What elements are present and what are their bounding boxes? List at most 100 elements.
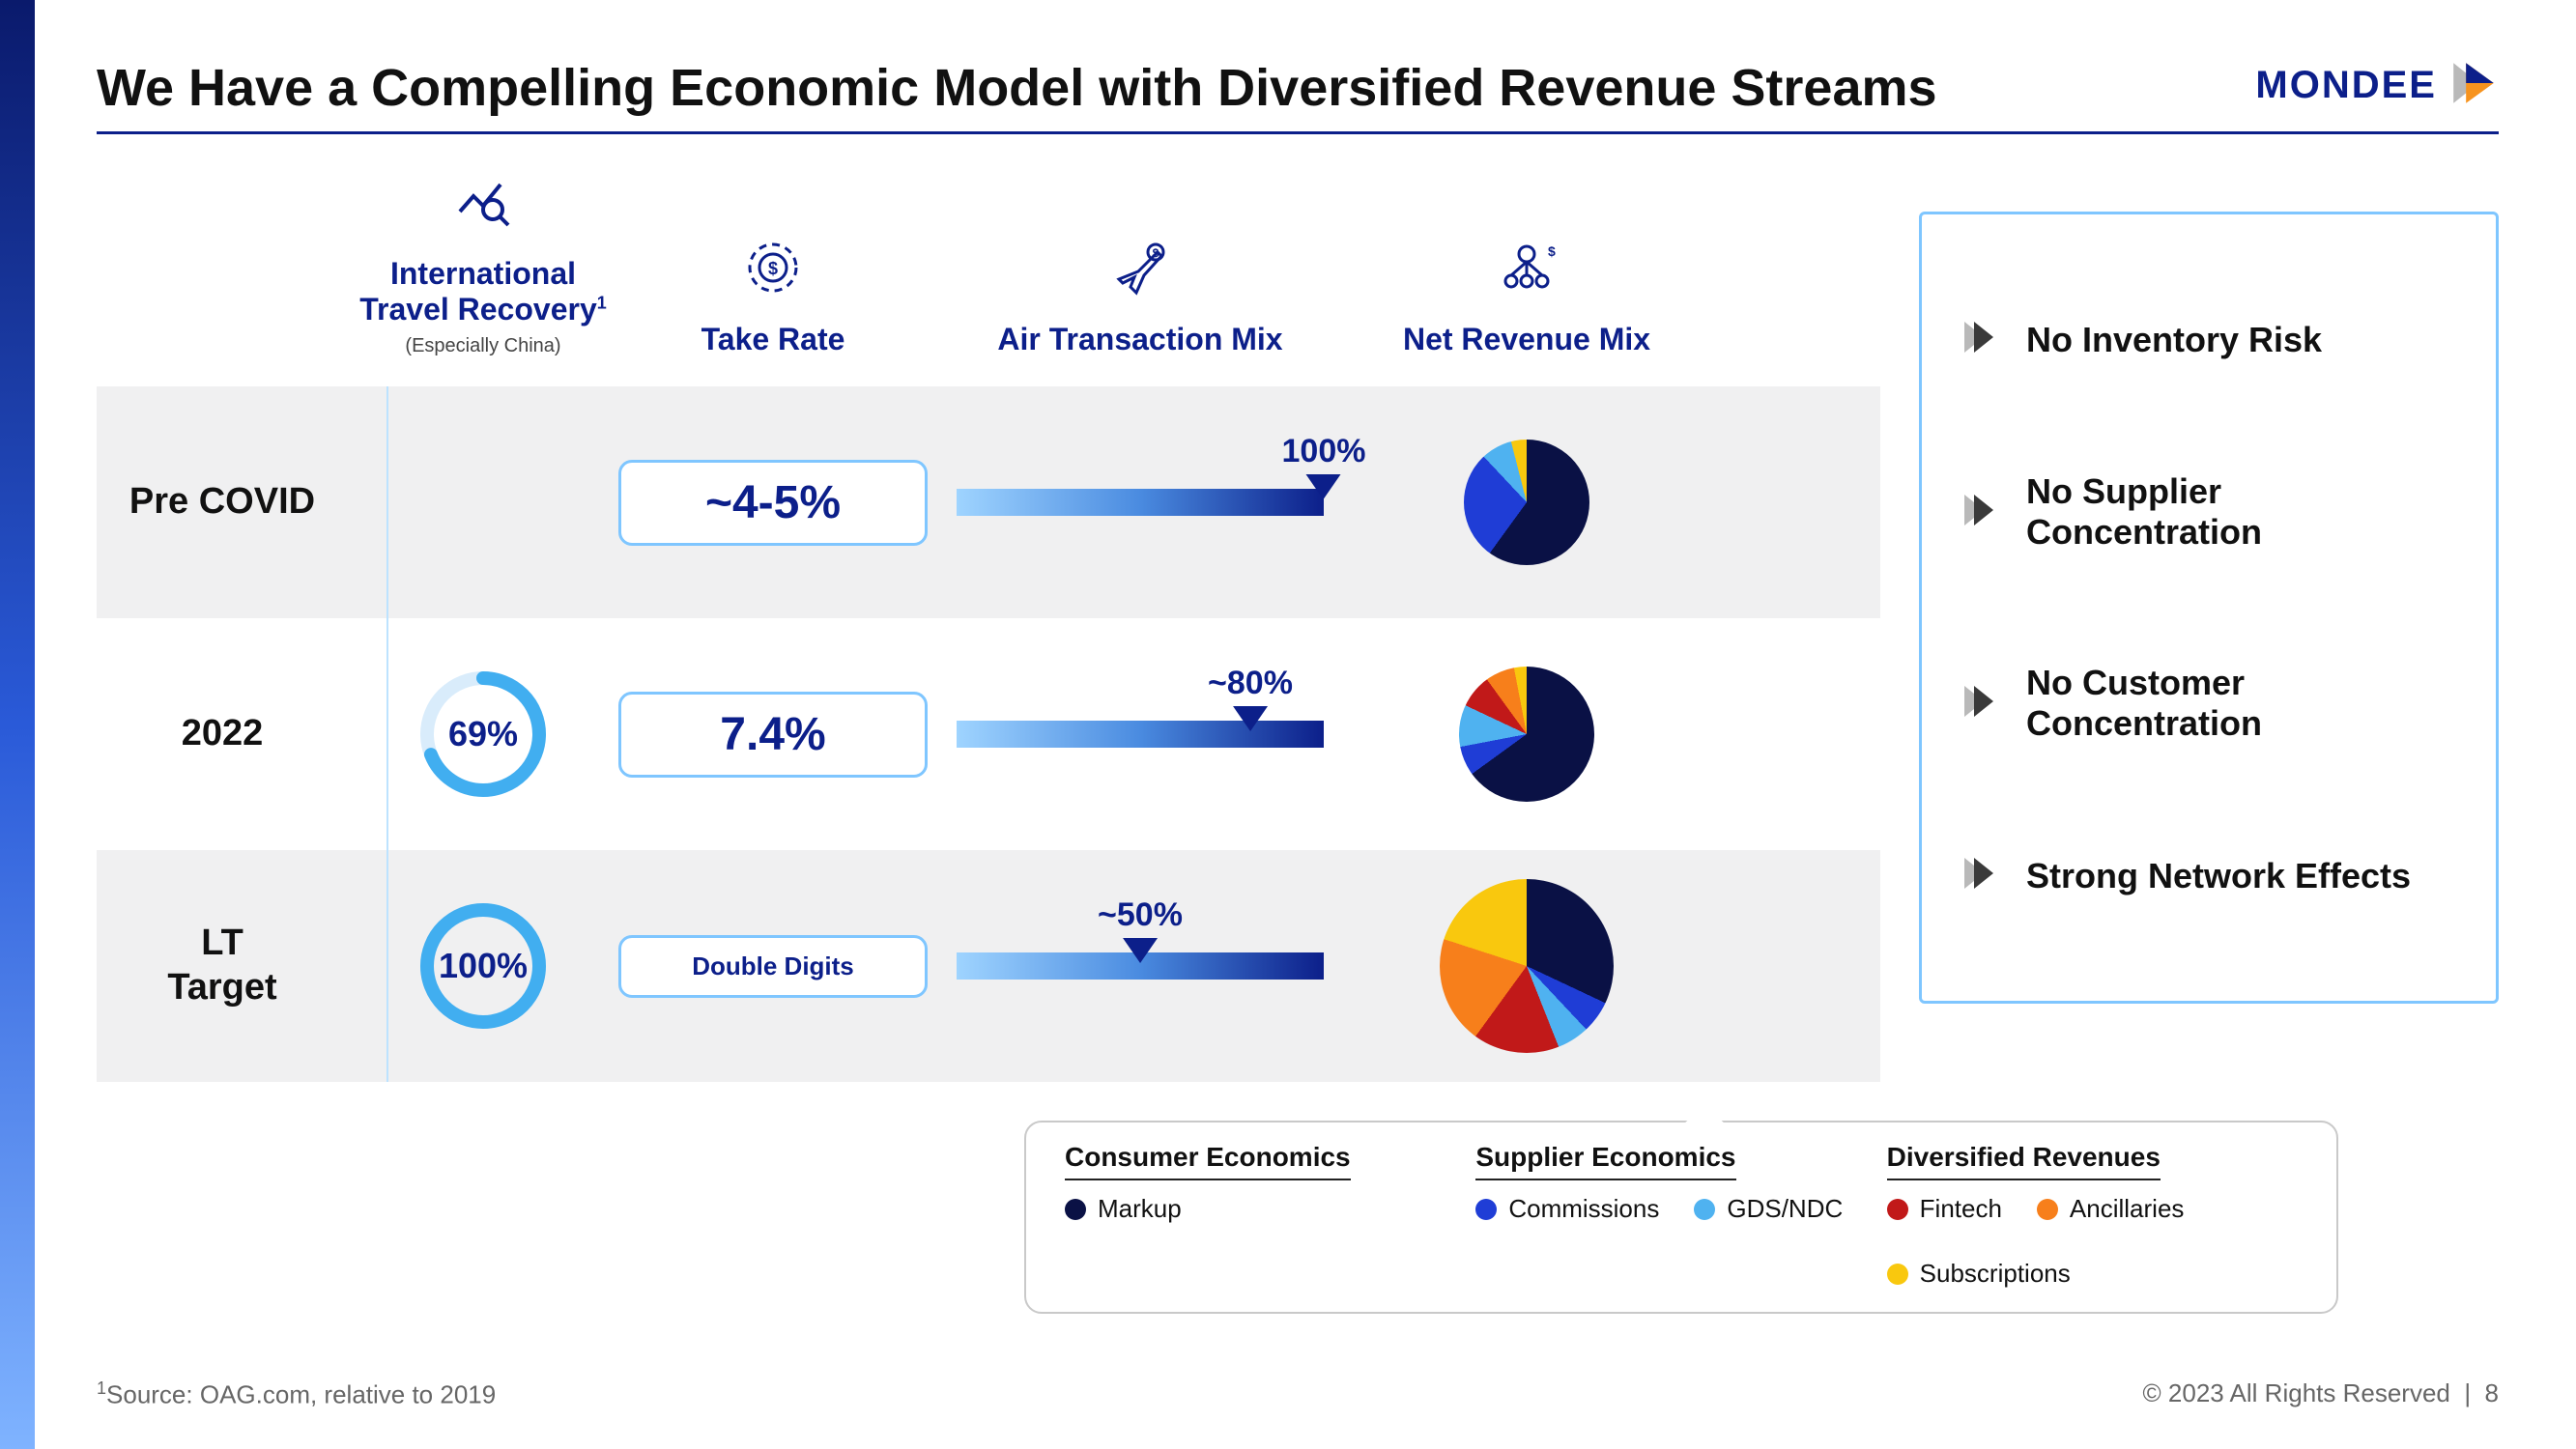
svg-text:$: $ [1548, 243, 1556, 259]
highlight-label: Strong Network Effects [2026, 856, 2411, 896]
footer-source: 1Source: OAG.com, relative to 2019 [97, 1378, 496, 1410]
legend-swatch [1475, 1199, 1497, 1220]
legend-group: Consumer Economics Markup [1065, 1142, 1475, 1289]
arrow-icon [1961, 318, 1999, 361]
highlight-item: No Customer Concentration [1961, 663, 2457, 744]
air-mix-value: ~80% [1208, 665, 1293, 702]
col-header-intl-sub: (Especially China) [348, 335, 618, 357]
col-header-air-mix: $ Air Transaction Mix [928, 239, 1353, 357]
legend-group-title: Consumer Economics [1065, 1142, 1351, 1180]
row-label: LTTarget [97, 922, 348, 1009]
title-underline [97, 131, 2499, 134]
col-header-net-rev: $ Net Revenue Mix [1353, 239, 1701, 357]
col-header-take-rate: $ Take Rate [618, 239, 928, 357]
air-mix-marker: ~50% [1098, 896, 1183, 963]
col-header-air-mix-label: Air Transaction Mix [997, 322, 1282, 356]
net-rev-pie [1464, 440, 1589, 565]
row-y2022: 2022 69% 7.4% ~80% [97, 618, 1880, 850]
air-mix-value: 100% [1282, 433, 1366, 470]
highlight-label: No Customer Concentration [2026, 663, 2457, 744]
page-title: We Have a Compelling Economic Model with… [97, 58, 1937, 118]
svg-text:$: $ [1153, 246, 1159, 260]
col-header-net-rev-label: Net Revenue Mix [1403, 322, 1650, 356]
brand-name: MONDEE [2255, 64, 2437, 107]
air-mix-bar [957, 489, 1324, 516]
legend-group: Diversified Revenues Fintech Ancillaries Su… [1887, 1142, 2298, 1289]
legend-item-label: Fintech [1920, 1194, 2002, 1224]
highlight-item: No Inventory Risk [1961, 318, 2457, 361]
legend-item-label: Commissions [1508, 1194, 1659, 1224]
recovery-ring: 69% [415, 667, 551, 802]
legend-swatch [1694, 1199, 1715, 1220]
legend-item: Ancillaries [2037, 1194, 2185, 1224]
network-dollar-icon: $ [1353, 239, 1701, 304]
svg-text:$: $ [768, 259, 778, 278]
legend-item-label: Ancillaries [2070, 1194, 2185, 1224]
col-header-intl-label: InternationalTravel Recovery1 [359, 256, 607, 327]
vertical-divider [386, 618, 388, 850]
recovery-ring: 100% [415, 898, 551, 1034]
footer-copyright: © 2023 All Rights Reserved | 8 [2143, 1378, 2499, 1410]
net-rev-pie [1459, 667, 1594, 802]
take-rate-value: Double Digits [618, 935, 928, 998]
legend-swatch [1887, 1264, 1908, 1285]
legend-group-title: Supplier Economics [1475, 1142, 1735, 1180]
take-rate-cell: ~4-5% [618, 460, 928, 546]
row-pre_covid: Pre COVID ~4-5% 100% [97, 386, 1880, 618]
legend-group: Supplier Economics Commissions GDS/NDC [1475, 1142, 1886, 1289]
legend-swatch [1887, 1199, 1908, 1220]
highlight-item: Strong Network Effects [1961, 854, 2457, 897]
net-rev-cell [1353, 440, 1701, 565]
air-mix-cell: 100% [928, 489, 1353, 516]
net-rev-cell [1353, 667, 1701, 802]
take-rate-cell: 7.4% [618, 692, 928, 778]
legend-item: Commissions [1475, 1194, 1659, 1224]
legend-pointer [1683, 1105, 1726, 1124]
legend-box: Consumer Economics Markup Supplier Economi… [1024, 1121, 2338, 1314]
highlights-box: No Inventory Risk No Supplier Concentrat… [1919, 212, 2499, 1004]
legend-item-label: Markup [1098, 1194, 1182, 1224]
arrow-icon [1961, 854, 1999, 897]
air-mix-cell: ~50% [928, 952, 1353, 980]
brand-logo: MONDEE [2255, 58, 2499, 113]
air-mix-value: ~50% [1098, 896, 1183, 934]
arrow-icon [1961, 682, 1999, 725]
legend-item: Markup [1065, 1194, 1182, 1224]
highlight-label: No Inventory Risk [2026, 320, 2322, 360]
airplane-dollar-icon: $ [928, 239, 1353, 304]
legend-group-title: Diversified Revenues [1887, 1142, 2161, 1180]
take-rate-cell: Double Digits [618, 935, 928, 998]
chart-search-icon [348, 173, 618, 239]
air-mix-cell: ~80% [928, 721, 1353, 748]
highlight-label: No Supplier Concentration [2026, 471, 2457, 553]
legend-item: Subscriptions [1887, 1259, 2071, 1289]
legend-item: GDS/NDC [1694, 1194, 1843, 1224]
col-header-take-rate-label: Take Rate [701, 322, 845, 356]
legend-item-label: Subscriptions [1920, 1259, 2071, 1289]
left-accent-bar [0, 0, 35, 1449]
vertical-divider [386, 386, 388, 618]
column-headers: InternationalTravel Recovery1 (Especiall… [97, 173, 1880, 386]
row-label: Pre COVID [97, 480, 348, 525]
target-dollar-icon: $ [618, 239, 928, 304]
arrow-icon [1961, 491, 1999, 534]
highlight-item: No Supplier Concentration [1961, 471, 2457, 553]
legend-swatch [2037, 1199, 2058, 1220]
legend-item-label: GDS/NDC [1727, 1194, 1843, 1224]
intl-recovery-cell: 69% [348, 667, 618, 802]
legend-swatch [1065, 1199, 1086, 1220]
footer: 1Source: OAG.com, relative to 2019 © 202… [97, 1378, 2499, 1410]
vertical-divider [386, 850, 388, 1082]
legend-item: Fintech [1887, 1194, 2002, 1224]
row-label: 2022 [97, 712, 348, 756]
col-header-intl: InternationalTravel Recovery1 (Especiall… [348, 173, 618, 357]
net-rev-pie [1440, 879, 1614, 1053]
air-mix-marker: 100% [1282, 433, 1366, 499]
net-rev-cell [1353, 879, 1701, 1053]
intl-recovery-cell: 100% [348, 898, 618, 1034]
row-lt_target: LTTarget 100% Double Digits ~50% [97, 850, 1880, 1082]
take-rate-value: ~4-5% [618, 460, 928, 546]
metrics-table: InternationalTravel Recovery1 (Especiall… [97, 173, 1880, 1082]
brand-arrow-icon [2448, 58, 2499, 113]
take-rate-value: 7.4% [618, 692, 928, 778]
